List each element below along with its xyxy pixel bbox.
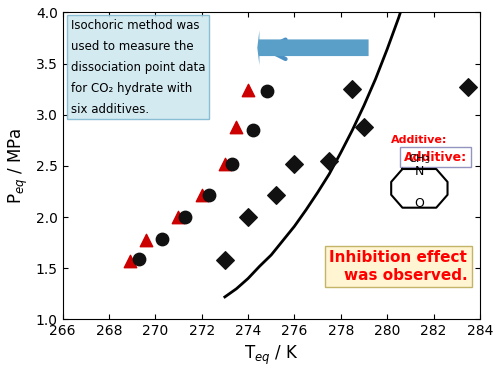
X-axis label: T$_{eq}$ / K: T$_{eq}$ / K — [244, 344, 298, 367]
Point — [198, 191, 205, 197]
Point — [221, 257, 229, 263]
Text: Isochoric method was
used to measure the
dissociation point data
for CO₂ hydrate: Isochoric method was used to measure the… — [71, 19, 206, 116]
Point — [244, 214, 252, 220]
Point — [174, 214, 182, 220]
Point — [290, 161, 298, 167]
Point — [262, 88, 270, 94]
Point — [272, 191, 280, 197]
Text: Inhibition effect
was observed.: Inhibition effect was observed. — [330, 250, 468, 283]
Point — [232, 124, 240, 130]
Point — [182, 214, 190, 220]
Point — [221, 161, 229, 167]
Point — [228, 161, 236, 167]
Point — [464, 84, 472, 90]
Text: Additive:: Additive: — [404, 151, 468, 163]
Point — [325, 158, 333, 164]
Point — [126, 258, 134, 264]
Point — [248, 127, 256, 133]
Point — [158, 236, 166, 242]
Point — [142, 237, 150, 243]
Point — [348, 86, 356, 92]
Point — [135, 256, 143, 262]
Point — [244, 87, 252, 93]
Y-axis label: P$_{eq}$ / MPa: P$_{eq}$ / MPa — [7, 128, 30, 204]
Point — [360, 124, 368, 130]
Point — [204, 191, 212, 197]
